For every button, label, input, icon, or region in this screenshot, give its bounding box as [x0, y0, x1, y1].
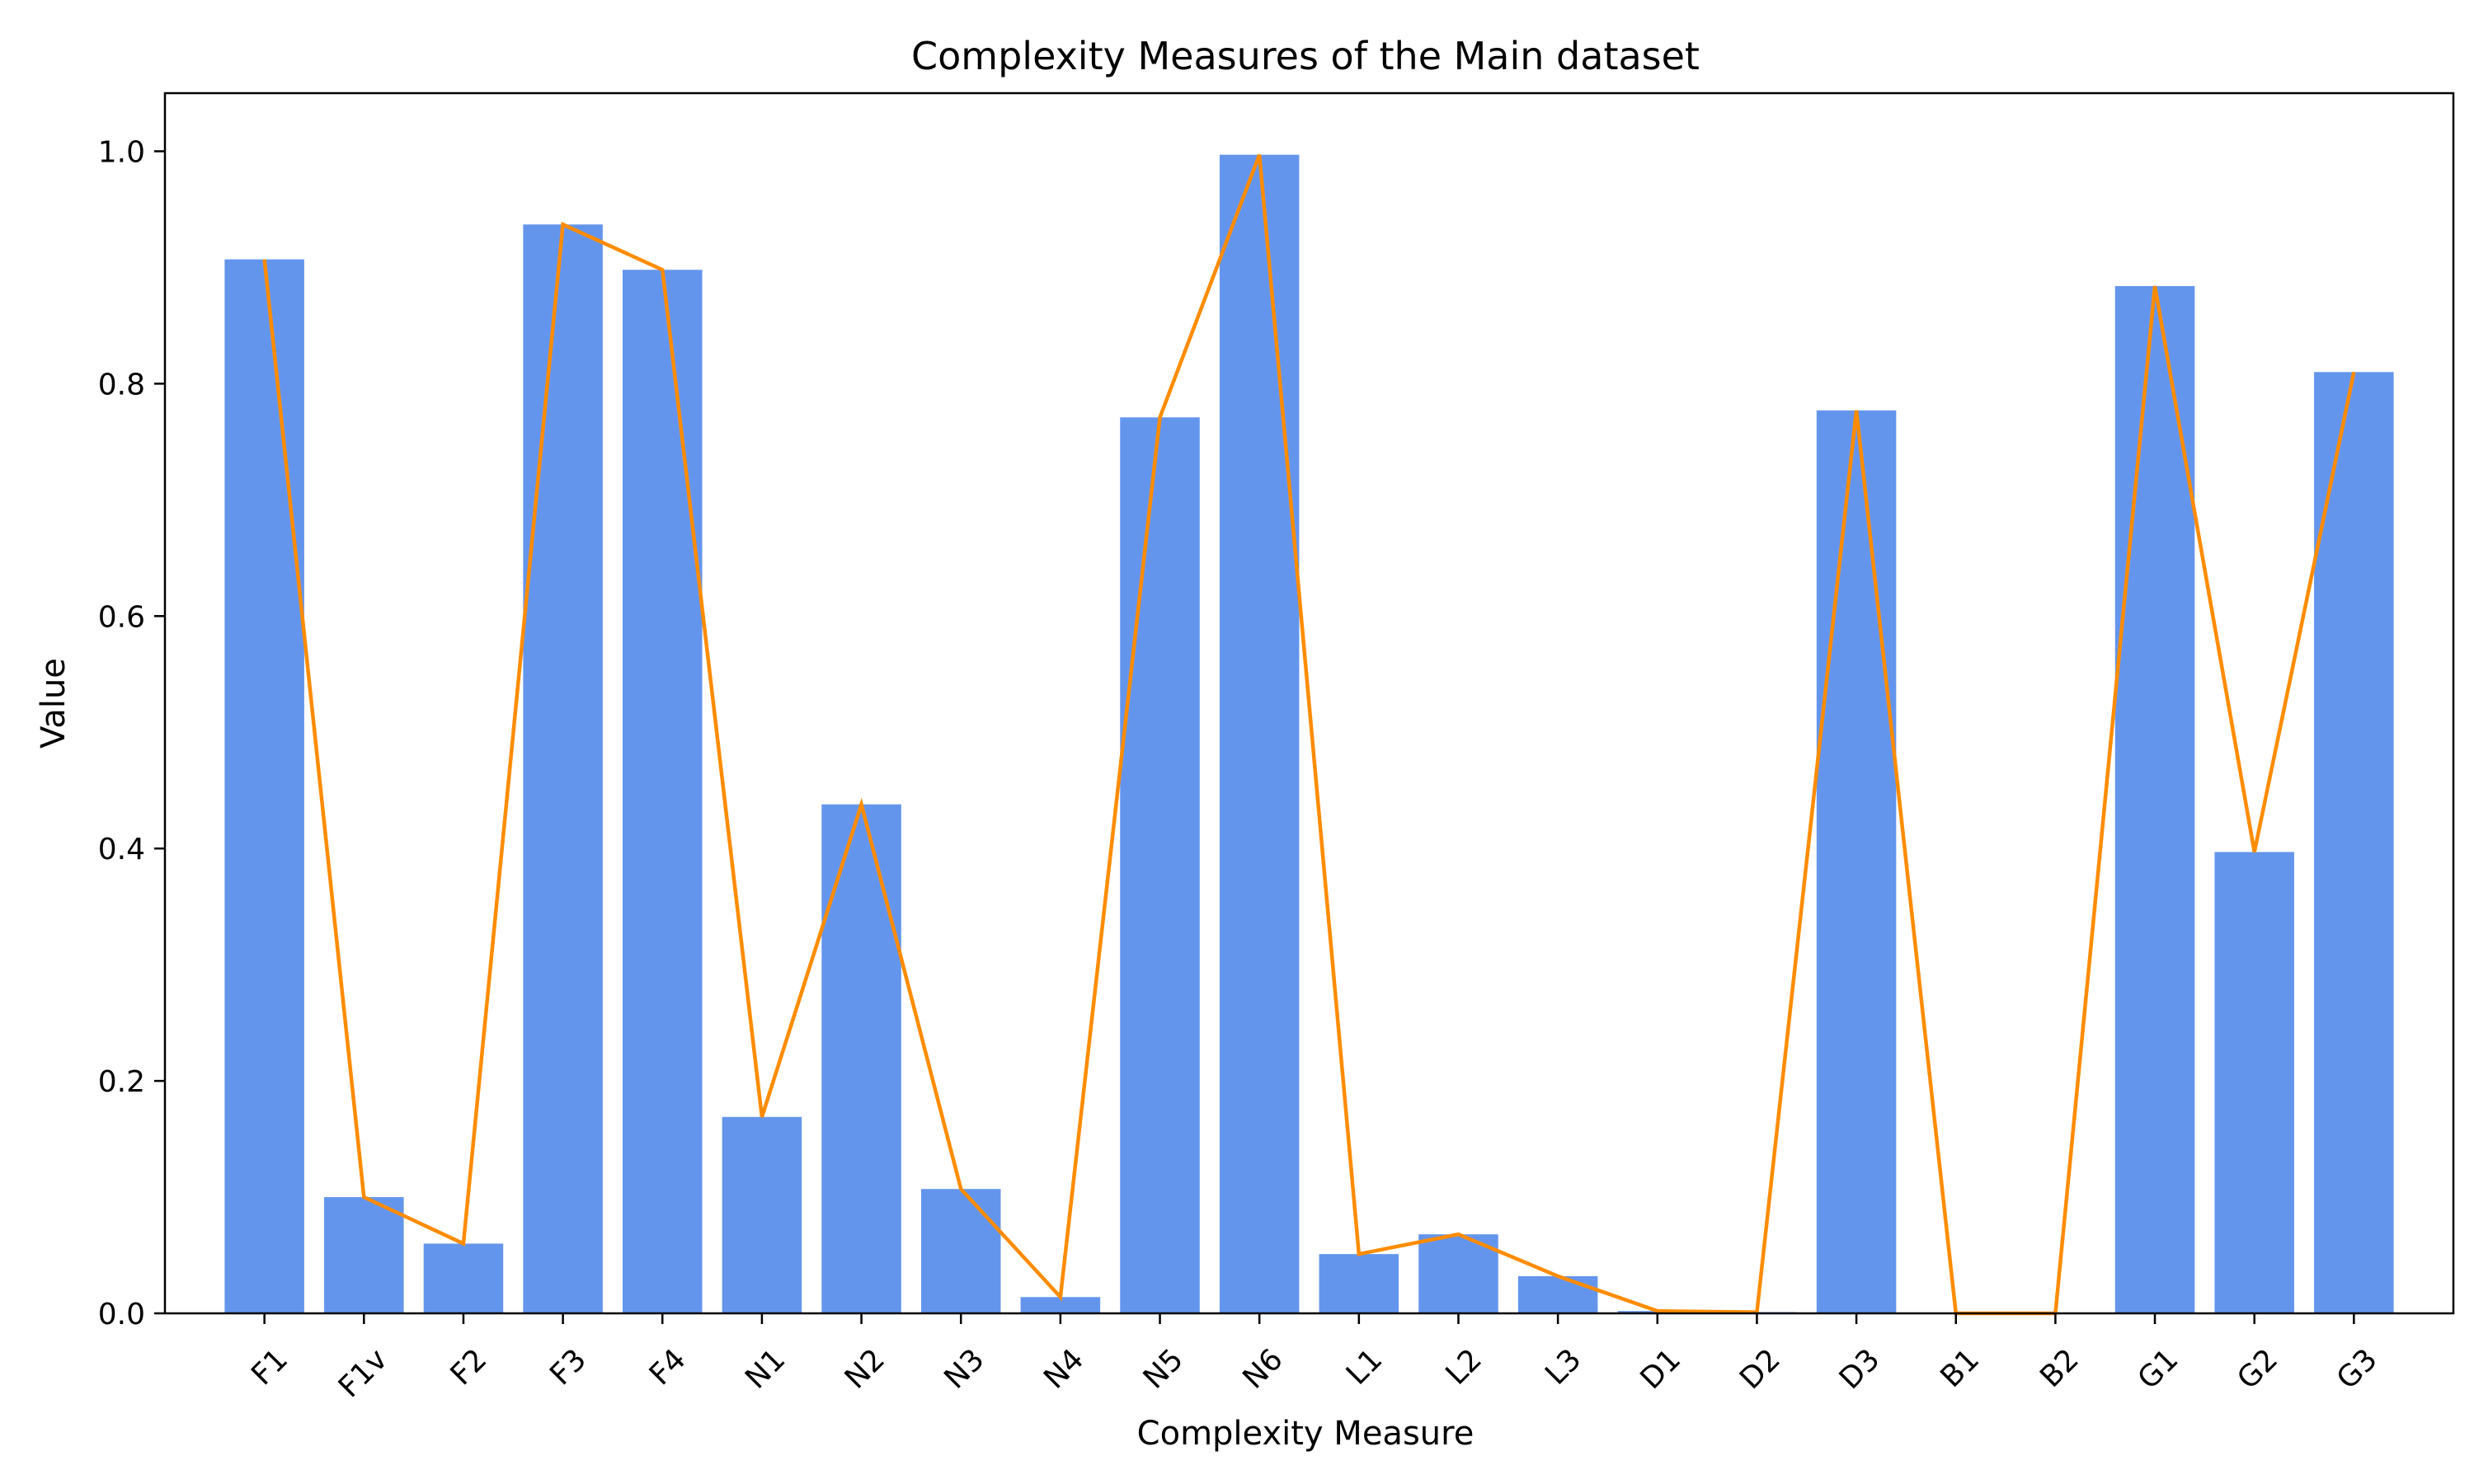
chart-title: Complexity Measures of the Main dataset	[911, 34, 1700, 78]
bar-n4	[1020, 1297, 1101, 1313]
x-ticks-group: F1 F1v F2 F3 F4 N1 N2 N3 N4 N5 N6 L1 L2 L3 D1 D2 D3 B1 B2 G…	[245, 1313, 2384, 1404]
y-tick-label: 0.4	[98, 833, 145, 866]
x-tick-label: L2	[1440, 1342, 1489, 1391]
y-tick-label: 0.6	[98, 600, 145, 634]
x-tick-label: D2	[1733, 1342, 1787, 1396]
bars-group	[224, 154, 2394, 1314]
x-tick-label: F2	[444, 1342, 494, 1392]
x-tick-label: G1	[2132, 1342, 2185, 1396]
x-tick-label: N2	[839, 1342, 891, 1395]
y-tick-label: 0.0	[98, 1298, 145, 1331]
bar-l2	[1418, 1234, 1498, 1313]
x-tick-label: N1	[739, 1342, 792, 1395]
bar-f4	[623, 270, 703, 1314]
x-tick-label: L1	[1340, 1342, 1389, 1391]
plot-frame	[163, 92, 2455, 1315]
bar-f1v	[324, 1197, 404, 1313]
bar-n2	[821, 804, 901, 1313]
bar-n5	[1120, 417, 1200, 1314]
x-tick-label: N4	[1037, 1342, 1090, 1395]
y-axis-label: Value	[35, 658, 73, 749]
x-tick-label: N3	[938, 1342, 990, 1395]
x-tick-label: G3	[2331, 1342, 2384, 1396]
x-axis-label: Complexity Measure	[1137, 1415, 1475, 1453]
bar-g1	[2114, 285, 2195, 1313]
bar-f1	[224, 259, 304, 1313]
bar-n3	[920, 1189, 1001, 1313]
x-tick-label: D3	[1833, 1342, 1887, 1396]
y-tick-label: 1.0	[98, 135, 145, 169]
bar-n6	[1219, 154, 1300, 1314]
bar-l3	[1517, 1275, 1598, 1313]
bar-d3	[1816, 410, 1897, 1313]
x-tick-label: F1v	[332, 1342, 394, 1404]
x-tick-label: G2	[2231, 1342, 2284, 1396]
x-tick-label: N6	[1236, 1342, 1289, 1395]
x-tick-label: B1	[1935, 1342, 1987, 1394]
y-tick-label: 0.8	[98, 368, 145, 402]
x-tick-label: L3	[1539, 1342, 1587, 1391]
x-tick-label: F1	[245, 1342, 294, 1392]
x-tick-label: N5	[1137, 1342, 1190, 1395]
bar-f2	[423, 1243, 504, 1313]
x-tick-label: F3	[543, 1342, 593, 1392]
bar-l1	[1319, 1254, 1399, 1313]
x-tick-label: D1	[1634, 1342, 1687, 1396]
bar-g2	[2214, 852, 2294, 1313]
y-tick-label: 0.2	[98, 1065, 145, 1099]
x-tick-label: B2	[2034, 1342, 2086, 1394]
bar-f3	[523, 224, 603, 1314]
bar-n1	[722, 1116, 802, 1313]
y-ticks-group: 0.0 0.2 0.4 0.6 0.8 1.0	[98, 135, 165, 1331]
bar-g3	[2314, 372, 2394, 1314]
x-tick-label: F4	[643, 1342, 693, 1392]
